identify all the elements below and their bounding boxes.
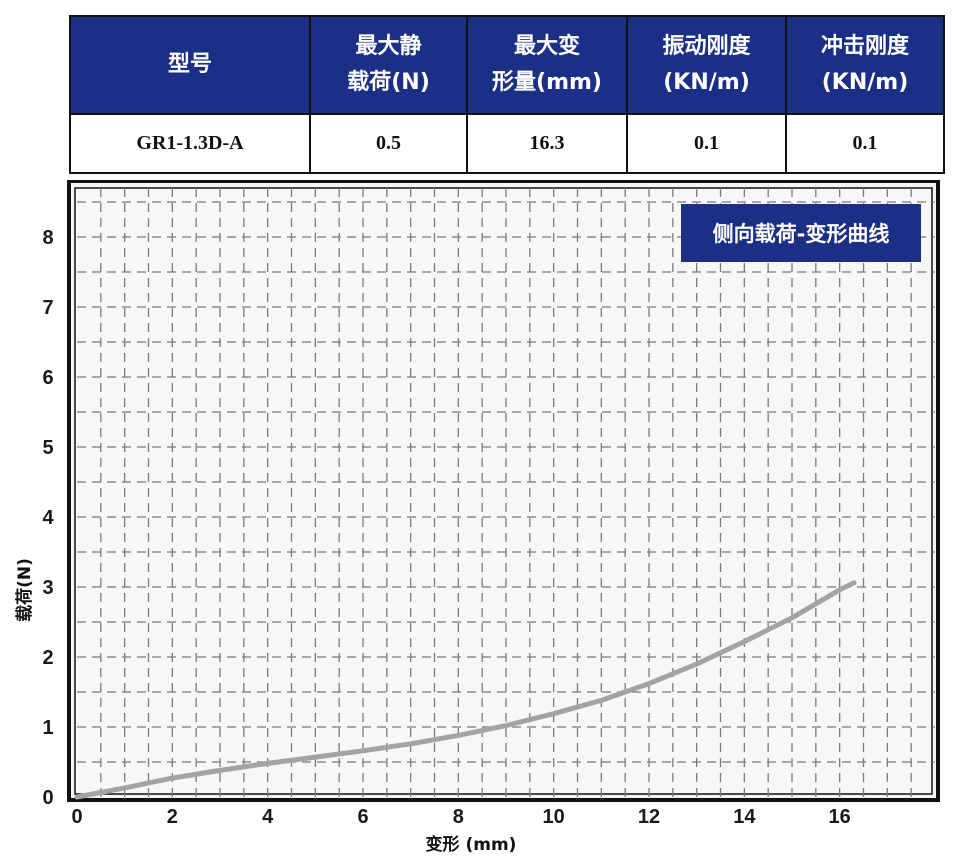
x-axis-title: 变形 (mm)	[426, 834, 517, 855]
y-tick-label: 7	[42, 297, 53, 319]
cell-max-static-load: 0.5	[309, 113, 468, 174]
y-axis-title: 载荷(N)	[14, 558, 35, 622]
y-tick-label: 3	[42, 577, 53, 599]
spec-table: 型号 最大静 载荷(N) 最大变 形量(mm) 振动刚度 (KN/m) 冲击刚度…	[69, 15, 945, 174]
x-tick-labels: 0 2 4 6 8 10 12 14 16	[71, 806, 850, 828]
x-tick-label: 12	[638, 806, 660, 828]
x-tick-label: 16	[829, 806, 851, 828]
header-shock-stiffness: 冲击刚度 (KN/m)	[785, 15, 945, 115]
x-tick-label: 8	[453, 806, 464, 828]
y-tick-label: 0	[42, 787, 53, 809]
x-tick-label: 2	[167, 806, 178, 828]
x-tick-label: 4	[262, 806, 274, 828]
y-tick-label: 8	[42, 227, 53, 249]
spec-data-row: GR1-1.3D-A 0.5 16.3 0.1 0.1	[69, 113, 945, 174]
spec-header-row: 型号 最大静 载荷(N) 最大变 形量(mm) 振动刚度 (KN/m) 冲击刚度…	[69, 15, 945, 115]
y-tick-label: 6	[42, 367, 53, 389]
cell-max-deformation: 16.3	[466, 113, 628, 174]
grid-lines	[77, 188, 935, 797]
header-model: 型号	[69, 15, 311, 115]
header-max-static-load: 最大静 载荷(N)	[309, 15, 468, 115]
x-tick-label: 10	[543, 806, 565, 828]
cell-shock-stiffness: 0.1	[785, 113, 945, 174]
chart-legend: 侧向载荷-变形曲线	[681, 204, 921, 262]
y-tick-label: 5	[42, 437, 53, 459]
cell-model: GR1-1.3D-A	[69, 113, 311, 174]
chart-title: 侧向载荷-变形曲线	[713, 222, 890, 246]
x-tick-label: 6	[357, 806, 368, 828]
plot-frame-inner	[74, 187, 933, 795]
load-deformation-curve	[74, 580, 857, 800]
x-tick-label: 14	[733, 806, 756, 828]
cell-vibration-stiffness: 0.1	[626, 113, 787, 174]
y-tick-label: 4	[42, 507, 54, 529]
x-tick-label: 0	[71, 806, 82, 828]
y-tick-labels: 0 1 2 3 4 5 6 7 8	[42, 227, 54, 809]
legend-box	[681, 204, 921, 262]
y-tick-label: 2	[42, 647, 53, 669]
header-vibration-stiffness: 振动刚度 (KN/m)	[626, 15, 787, 115]
header-max-deformation: 最大变 形量(mm)	[466, 15, 628, 115]
y-tick-label: 1	[42, 717, 53, 739]
